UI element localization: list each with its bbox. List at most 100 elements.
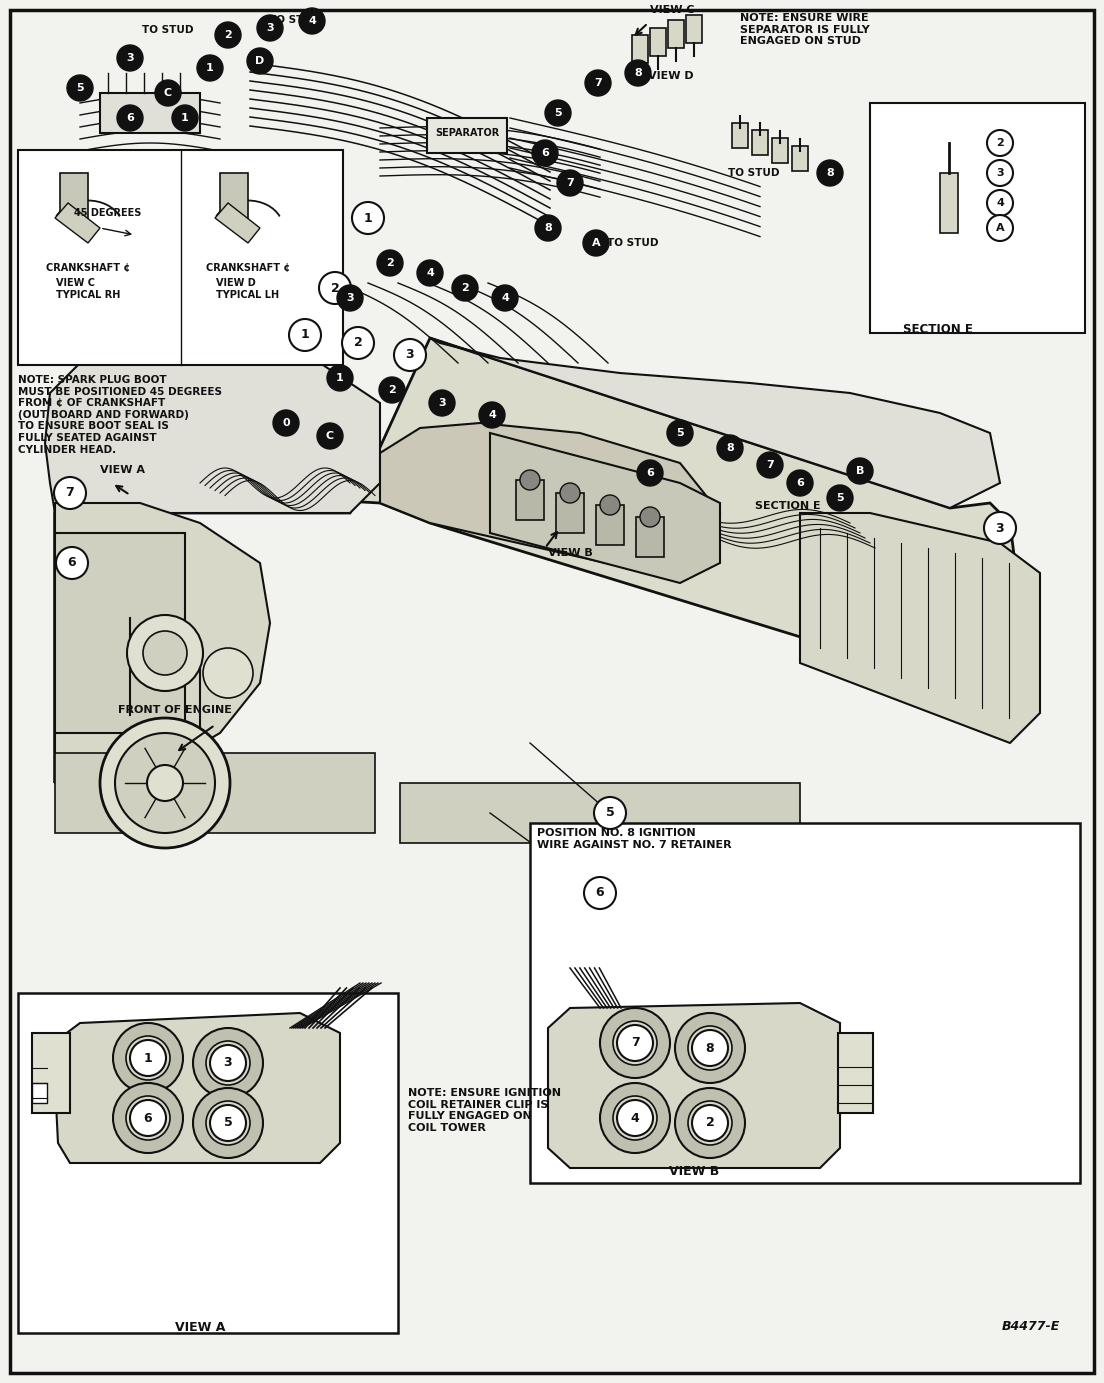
Circle shape (827, 485, 853, 510)
Circle shape (247, 48, 273, 75)
Polygon shape (45, 353, 380, 513)
Circle shape (342, 326, 374, 360)
Circle shape (692, 1105, 728, 1141)
Text: C: C (326, 431, 335, 441)
Text: 5: 5 (224, 1116, 232, 1130)
Circle shape (987, 189, 1013, 216)
FancyBboxPatch shape (752, 130, 768, 155)
Circle shape (987, 130, 1013, 156)
Text: A: A (996, 223, 1005, 232)
Text: 6: 6 (144, 1112, 152, 1124)
Text: 4: 4 (488, 409, 496, 420)
Circle shape (637, 461, 664, 485)
Circle shape (193, 1088, 263, 1158)
Circle shape (126, 1095, 170, 1140)
Circle shape (327, 365, 353, 391)
Text: TO STUD: TO STUD (729, 167, 781, 178)
Circle shape (203, 649, 253, 698)
Text: 4: 4 (630, 1112, 639, 1124)
FancyBboxPatch shape (631, 35, 648, 64)
Circle shape (583, 230, 609, 256)
Polygon shape (548, 1003, 840, 1169)
Circle shape (987, 214, 1013, 241)
Text: 8: 8 (705, 1041, 714, 1054)
FancyBboxPatch shape (530, 823, 1080, 1182)
Text: 0: 0 (283, 418, 290, 427)
Text: 3: 3 (266, 24, 274, 33)
Circle shape (716, 436, 743, 461)
Circle shape (987, 160, 1013, 185)
Circle shape (100, 718, 230, 848)
Text: POSITION NO. 8 IGNITION
WIRE AGAINST NO. 7 RETAINER: POSITION NO. 8 IGNITION WIRE AGAINST NO.… (537, 828, 732, 849)
Circle shape (317, 423, 343, 449)
Text: 6: 6 (646, 467, 654, 479)
Text: 5: 5 (606, 806, 614, 820)
Text: 2: 2 (353, 336, 362, 350)
Text: VIEW D
TYPICAL LH: VIEW D TYPICAL LH (216, 278, 279, 300)
Text: 1: 1 (181, 113, 189, 123)
Text: 2: 2 (461, 284, 469, 293)
Circle shape (115, 733, 215, 833)
FancyBboxPatch shape (400, 783, 800, 844)
Circle shape (193, 1028, 263, 1098)
Circle shape (532, 140, 558, 166)
Text: 2: 2 (996, 138, 1004, 148)
Text: 8: 8 (634, 68, 641, 77)
Text: TO STUD: TO STUD (142, 25, 193, 35)
Circle shape (117, 46, 144, 71)
Text: VIEW C: VIEW C (650, 6, 694, 15)
Polygon shape (55, 337, 1020, 783)
Text: D: D (255, 55, 265, 66)
Circle shape (613, 1021, 657, 1065)
Text: 1: 1 (300, 329, 309, 342)
Text: 45 DEGREES: 45 DEGREES (74, 207, 141, 219)
Circle shape (126, 1036, 170, 1080)
Text: 2: 2 (705, 1116, 714, 1130)
FancyBboxPatch shape (60, 173, 88, 219)
Text: 7: 7 (766, 461, 774, 470)
Circle shape (688, 1026, 732, 1070)
FancyBboxPatch shape (32, 1083, 47, 1104)
Circle shape (210, 1046, 246, 1082)
Circle shape (352, 202, 384, 234)
Text: FRONT OF ENGINE: FRONT OF ENGINE (118, 705, 232, 715)
Circle shape (197, 55, 223, 82)
Text: 2: 2 (224, 30, 232, 40)
Circle shape (599, 1008, 670, 1077)
Text: CRANKSHAFT ¢: CRANKSHAFT ¢ (46, 263, 130, 272)
Circle shape (155, 80, 181, 106)
Circle shape (479, 402, 505, 427)
Circle shape (584, 877, 616, 909)
Circle shape (299, 8, 325, 35)
Text: SECTION E: SECTION E (755, 501, 820, 510)
Circle shape (215, 22, 241, 48)
Circle shape (688, 1101, 732, 1145)
Circle shape (560, 483, 580, 503)
Circle shape (520, 470, 540, 490)
Text: 6: 6 (126, 113, 134, 123)
FancyBboxPatch shape (220, 173, 248, 219)
Text: 3: 3 (405, 349, 414, 361)
Text: NOTE: SPARK PLUG BOOT
MUST BE POSITIONED 45 DEGREES
FROM ¢ OF CRANKSHAFT
(OUT BO: NOTE: SPARK PLUG BOOT MUST BE POSITIONED… (18, 375, 222, 455)
Text: VIEW B: VIEW B (548, 548, 593, 557)
FancyBboxPatch shape (55, 752, 375, 833)
Circle shape (257, 15, 283, 41)
Circle shape (613, 1095, 657, 1140)
FancyBboxPatch shape (838, 1033, 873, 1113)
Circle shape (617, 1099, 652, 1135)
Circle shape (117, 105, 144, 131)
Circle shape (558, 170, 583, 196)
Polygon shape (429, 337, 1000, 508)
Text: 2: 2 (386, 259, 394, 268)
Text: 6: 6 (796, 479, 804, 488)
Text: 8: 8 (826, 167, 834, 178)
Text: 1: 1 (363, 212, 372, 224)
Text: 2: 2 (389, 384, 396, 396)
Circle shape (394, 339, 426, 371)
Polygon shape (215, 203, 261, 243)
Circle shape (585, 71, 611, 95)
Circle shape (594, 797, 626, 828)
Text: 5: 5 (836, 492, 843, 503)
Circle shape (337, 285, 363, 311)
Text: VIEW D: VIEW D (648, 71, 693, 82)
